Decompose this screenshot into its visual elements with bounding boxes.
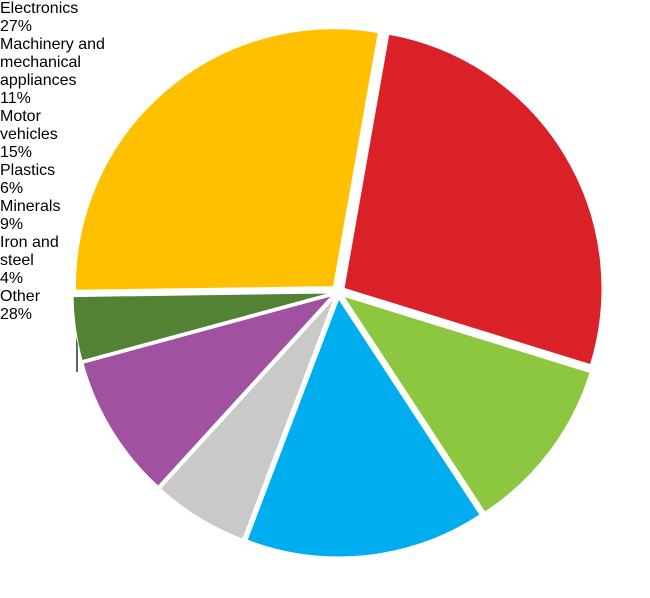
category-label: Other <box>0 288 41 305</box>
category-label: Machinery and mechanical appliances <box>0 36 105 89</box>
value-label: 6% <box>0 180 24 197</box>
pie-slice <box>82 294 334 487</box>
pie-slice <box>74 28 379 291</box>
pie-slice <box>72 292 332 362</box>
slice-label: Machinery and mechanical appliances 11% <box>0 36 118 108</box>
slice-label: Minerals 9% <box>0 198 100 234</box>
category-label: Electronics <box>0 0 79 17</box>
category-label: Minerals <box>0 198 61 215</box>
slice-label: Plastics 6% <box>0 162 100 198</box>
slice-label: Iron and steel 4% <box>0 234 90 288</box>
value-label: 27% <box>0 18 33 35</box>
value-label: 28% <box>0 306 33 323</box>
category-label: Plastics <box>0 162 56 179</box>
slice-label: Electronics 27% <box>0 0 150 36</box>
value-label: 9% <box>0 216 24 233</box>
pie-slice <box>246 297 481 558</box>
category-label: Iron and steel <box>0 234 59 269</box>
value-label: 4% <box>0 270 24 287</box>
pie-slice <box>159 297 335 540</box>
pie-slice <box>343 33 603 366</box>
pie-slice <box>342 295 591 513</box>
slice-label: Motor vehicles 15% <box>0 108 95 162</box>
category-label: Motor vehicles <box>0 108 58 143</box>
slice-label: Other 28% <box>0 288 100 324</box>
value-label: 15% <box>0 144 33 161</box>
value-label: 11% <box>0 90 31 107</box>
